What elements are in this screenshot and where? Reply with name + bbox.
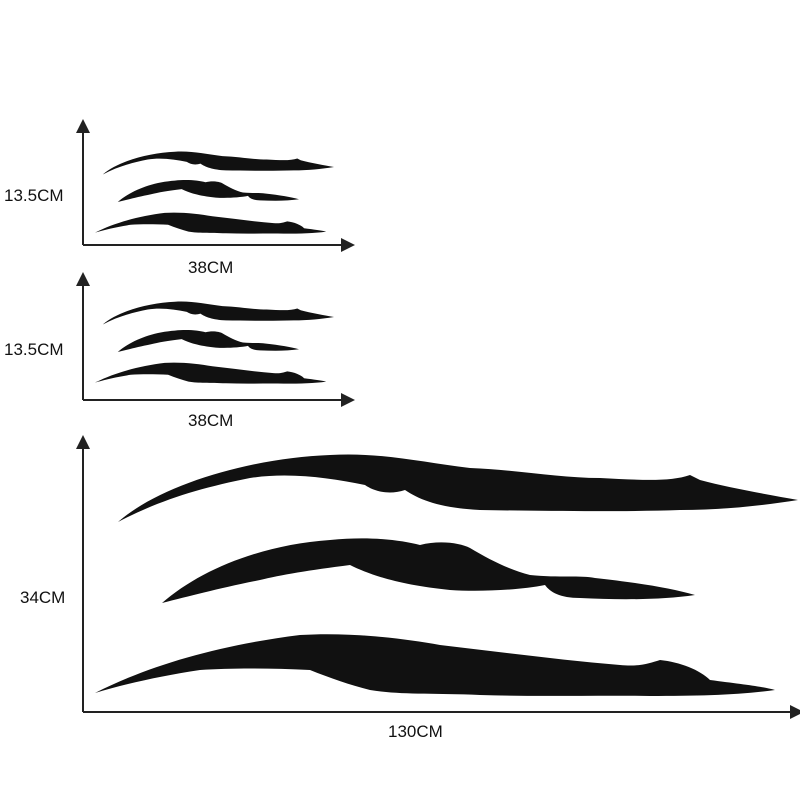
width-label-1: 38CM xyxy=(188,258,234,277)
decal-set-small-1 xyxy=(95,151,335,234)
width-label-2: 38CM xyxy=(188,411,234,430)
height-label-2: 13.5CM xyxy=(4,340,64,359)
height-label-1: 13.5CM xyxy=(4,186,64,205)
decal-set-large xyxy=(95,454,798,696)
panel-2 xyxy=(76,272,355,407)
height-label-3: 34CM xyxy=(20,588,66,607)
width-label-3: 130CM xyxy=(388,722,443,741)
panel-1 xyxy=(76,119,355,252)
decal-set-small-2 xyxy=(95,301,335,384)
panel-3 xyxy=(76,435,800,719)
